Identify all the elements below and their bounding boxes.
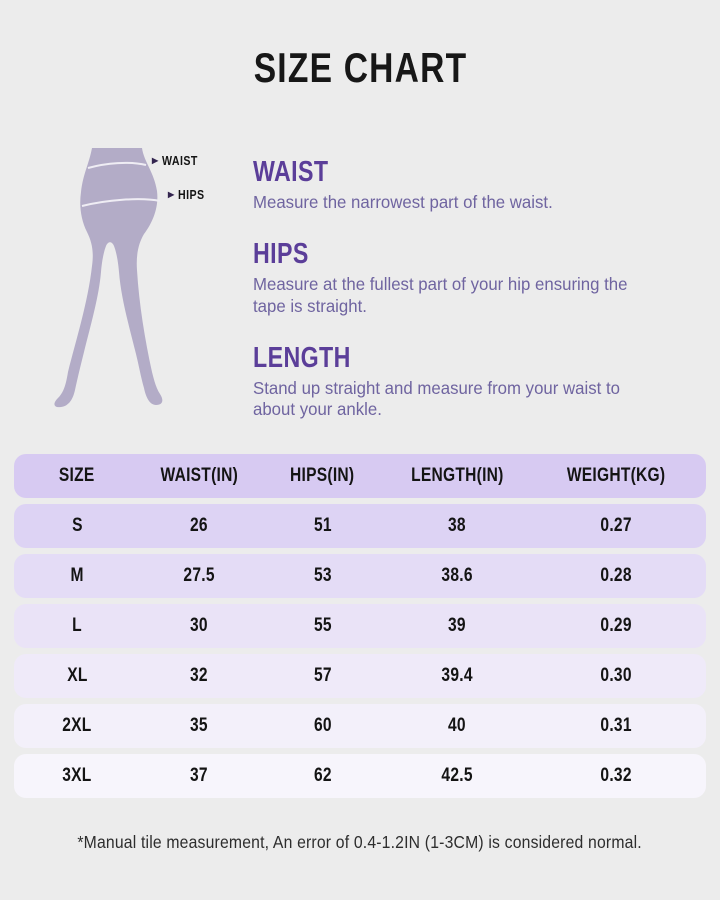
hips-line	[81, 198, 161, 207]
guide-heading-length: LENGTH	[253, 342, 351, 375]
guide-section-hips: HIPS Measure at the fullest part of your…	[253, 238, 643, 317]
figure-waist-label: ▶ WAIST	[152, 154, 204, 168]
table-cell: 39.4	[441, 665, 473, 686]
guide-heading-hips: HIPS	[253, 238, 309, 271]
table-cell: 0.29	[600, 615, 633, 636]
header-cell-length: LENGTH(IN)	[410, 465, 504, 486]
table-cell: 57	[313, 665, 332, 686]
table-row-l: L 30 55 39 0.29	[14, 604, 706, 648]
table-cell: 62	[313, 765, 332, 786]
body-silhouette	[54, 148, 163, 408]
table-row-m: M 27.5 53 38.6 0.28	[14, 554, 706, 598]
measure-guide-text: WAIST Measure the narrowest part of the …	[253, 156, 643, 446]
header-cell-size: SIZE	[59, 465, 95, 486]
table-cell: 0.30	[600, 665, 633, 686]
guide-heading-waist: WAIST	[253, 156, 329, 188]
table-cell: M	[70, 565, 84, 586]
table-cell: XL	[66, 665, 88, 686]
table-cell: 0.28	[600, 565, 633, 586]
figure-hips-label-text: HIPS	[178, 188, 205, 202]
header-cell-waist: WAIST(IN)	[160, 465, 238, 486]
table-cell: 3XL	[62, 765, 92, 786]
table-cell: 30	[190, 615, 208, 636]
table-cell: S	[71, 515, 83, 536]
header-cell-weight: WEIGHT(KG)	[567, 465, 666, 486]
guide-desc-waist: Measure the narrowest part of the waist.	[253, 192, 553, 212]
figure-waist-label-text: WAIST	[162, 154, 198, 168]
table-cell: 39	[448, 615, 466, 636]
silhouette-shape	[54, 148, 163, 408]
table-cell: 37	[190, 765, 208, 786]
page-header: SIZE CHART	[0, 0, 720, 92]
footnote: *Manual tile measurement, An error of 0.…	[0, 832, 720, 853]
table-cell: 60	[313, 715, 332, 736]
table-cell: L	[72, 615, 82, 636]
page-title: SIZE CHART	[253, 44, 467, 91]
table-cell: 42.5	[441, 765, 473, 786]
table-cell: 27.5	[183, 565, 215, 586]
footnote-text: *Manual tile measurement, An error of 0.…	[77, 832, 643, 852]
table-row-xl: XL 32 57 39.4 0.30	[14, 654, 706, 698]
table-cell: 26	[190, 515, 208, 536]
table-cell: 0.31	[600, 715, 633, 736]
guide-section-length: LENGTH Stand up straight and measure fro…	[253, 342, 643, 421]
guide-section-waist: WAIST Measure the narrowest part of the …	[253, 156, 643, 213]
table-row-2xl: 2XL 35 60 40 0.31	[14, 704, 706, 748]
table-row-3xl: 3XL 37 62 42.5 0.32	[14, 754, 706, 798]
table-row-s: S 26 51 38 0.27	[14, 504, 706, 548]
table-cell: 32	[190, 665, 208, 686]
table-cell: 38	[448, 515, 466, 536]
figure-hips-label: ▶ HIPS	[168, 188, 209, 202]
table-cell: 40	[448, 715, 466, 736]
table-cell: 55	[313, 615, 332, 636]
table-cell: 38.6	[441, 565, 473, 586]
arrow-right-icon: ▶	[168, 190, 175, 199]
table-cell: 53	[313, 565, 332, 586]
arrow-right-icon: ▶	[152, 156, 159, 165]
header-cell-hips: HIPS(IN)	[290, 465, 355, 486]
guide-desc-hips: Measure at the fullest part of your hip …	[253, 274, 628, 316]
table-cell: 35	[190, 715, 208, 736]
table-cell: 0.27	[600, 515, 633, 536]
measure-guide-section: ▶ WAIST ▶ HIPS WAIST Measure the narrowest…	[0, 144, 720, 419]
table-header-row: SIZE WAIST(IN) HIPS(IN) LENGTH(IN) WEIGH…	[14, 454, 706, 498]
size-table: SIZE WAIST(IN) HIPS(IN) LENGTH(IN) WEIGH…	[14, 454, 706, 798]
table-cell: 0.32	[600, 765, 633, 786]
waist-line	[87, 161, 147, 169]
table-cell: 2XL	[62, 715, 92, 736]
guide-desc-length: Stand up straight and measure from your …	[253, 378, 620, 420]
table-cell: 51	[313, 515, 332, 536]
